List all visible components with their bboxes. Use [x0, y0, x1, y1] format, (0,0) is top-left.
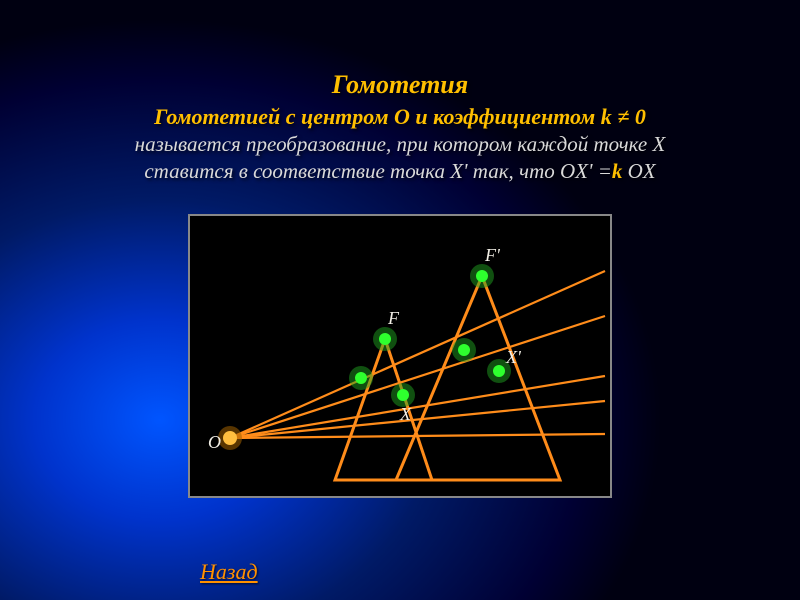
line3-prefix: ставится в соответствие точка X' так, чт… [144, 159, 612, 183]
slide-title: Гомотетия [60, 70, 740, 100]
line3-suffix: OX [622, 159, 655, 183]
definition-line-3: ставится в соответствие точка X' так, чт… [60, 159, 740, 184]
svg-text:O: O [208, 432, 221, 452]
back-link[interactable]: Назад [200, 559, 258, 585]
svg-text:X': X' [505, 347, 522, 367]
line3-k: k [612, 159, 623, 183]
svg-text:X: X [399, 404, 412, 424]
svg-text:F: F [387, 308, 400, 328]
definition-line-2: называется преобразование, при котором к… [60, 132, 740, 157]
slide-body: Гомотетия Гомотетией с центром О и коэфф… [0, 0, 800, 498]
term-highlight: Гомотетией с центром О и коэффициентом k… [154, 104, 646, 129]
homothety-diagram: O F F' X X' [188, 214, 612, 498]
svg-text:F': F' [484, 245, 501, 265]
definition-line-1: Гомотетией с центром О и коэффициентом k… [60, 104, 740, 130]
diagram-container: O F F' X X' [60, 214, 740, 498]
